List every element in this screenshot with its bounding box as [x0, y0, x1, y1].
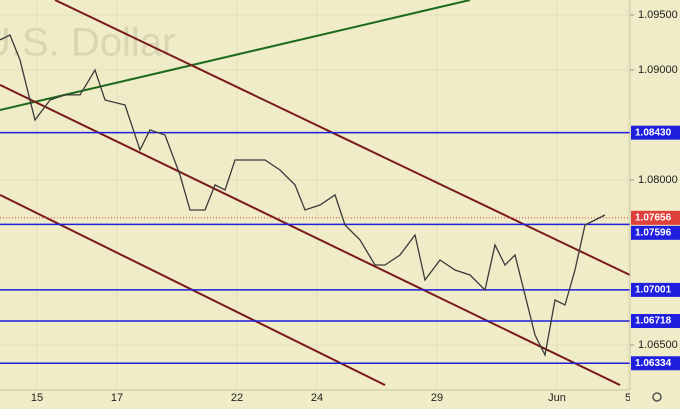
trend-line — [54, 0, 631, 276]
level-label-box — [631, 225, 680, 240]
y-tick-label: 1.09000 — [638, 64, 678, 76]
level-label-box — [631, 282, 680, 297]
x-tick-label: 5 — [625, 392, 631, 404]
y-tick-label: 1.08000 — [638, 174, 678, 186]
level-label: 1.07596 — [635, 227, 672, 238]
level-label: 1.06334 — [635, 358, 672, 369]
level-label: 1.08430 — [635, 127, 672, 138]
trend-line — [0, 84, 621, 386]
x-tick-label: 15 — [31, 392, 43, 404]
x-tick-label: 24 — [311, 392, 323, 404]
price-line — [0, 34, 606, 358]
x-tick-label: Jun — [548, 392, 566, 404]
price-axis — [630, 0, 680, 409]
axis-labels: 15 17 22 24 29 Jun 1.06500 1.08000 1.09000 1.0950… — [31, 9, 680, 404]
level-label-box — [631, 356, 680, 371]
level-label-box — [631, 314, 680, 329]
last-price-label: 1.07656 — [635, 212, 672, 223]
trend-line — [0, 0, 471, 111]
level-label: 1.06718 — [635, 316, 672, 327]
x-tick-label: 22 — [231, 392, 243, 404]
x-tick-label: 29 — [431, 392, 443, 404]
x-tick-label: 17 — [111, 392, 123, 404]
last-price-box — [631, 210, 680, 225]
watermark: U.S. Dollar — [0, 21, 175, 65]
plot: 5 — [0, 0, 631, 404]
level-label: 1.07001 — [635, 285, 672, 296]
y-tick-label: 1.09500 — [638, 9, 678, 21]
y-tick-label: 1.06500 — [638, 339, 678, 351]
level-label-box — [631, 125, 680, 140]
settings-icon[interactable] — [652, 392, 662, 402]
